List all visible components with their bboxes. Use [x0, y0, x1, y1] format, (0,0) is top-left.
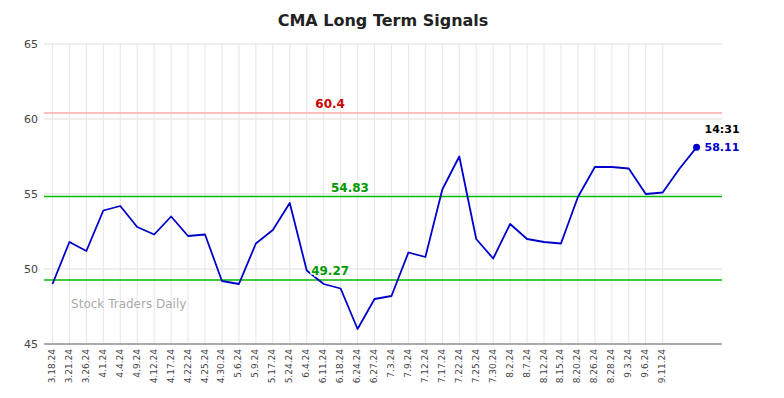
- grid-line-x: [510, 44, 511, 344]
- grid-line-y: [44, 269, 722, 270]
- grid-line-x: [188, 44, 189, 344]
- y-tick-label: 55: [24, 188, 38, 201]
- x-tick-label: 4.9.24: [132, 349, 142, 378]
- x-tick-label: 6.18.24: [335, 349, 345, 384]
- grid-line-x: [323, 44, 324, 344]
- x-tick-label: 9.6.24: [640, 349, 650, 378]
- x-tick-label: 8.28.24: [606, 349, 616, 384]
- grid-line-x: [611, 44, 612, 344]
- x-tick-label: 5.17.24: [267, 349, 277, 384]
- grid-line-x: [425, 44, 426, 344]
- x-tick-label: 6.27.24: [369, 349, 379, 384]
- reference-line: [44, 279, 722, 281]
- grid-line-x: [238, 44, 239, 344]
- grid-line-x: [560, 44, 561, 344]
- x-tick-label: 8.12.24: [539, 349, 549, 384]
- x-tick-label: 8.20.24: [572, 349, 582, 384]
- x-tick-label: 4.1.24: [98, 349, 108, 378]
- x-tick-label: 9.11.24: [657, 349, 667, 384]
- watermark: Stock Traders Daily: [71, 297, 186, 311]
- x-tick-label: 8.2.24: [505, 349, 515, 378]
- grid-line-y: [44, 119, 722, 120]
- x-tick-label: 7.25.24: [471, 349, 481, 384]
- grid-line-x: [408, 44, 409, 344]
- grid-line-x: [69, 44, 70, 344]
- grid-line-x: [594, 44, 595, 344]
- grid-line-x: [544, 44, 545, 344]
- x-tick-label: 8.15.24: [555, 349, 565, 384]
- x-tick-label: 3.21.24: [64, 349, 74, 384]
- x-tick-label: 6.4.24: [301, 349, 311, 378]
- annotation: 58.11: [705, 141, 740, 154]
- x-tick-label: 4.17.24: [166, 349, 176, 384]
- x-tick-label: 7.3.24: [386, 349, 396, 378]
- x-tick-label: 7.17.24: [437, 349, 447, 384]
- grid-line-x: [493, 44, 494, 344]
- y-tick-label: 50: [24, 263, 38, 276]
- x-tick-label: 7.22.24: [454, 349, 464, 384]
- grid-line-x: [272, 44, 273, 344]
- plot-area: [44, 113, 722, 329]
- reference-line-label: 54.83: [331, 181, 369, 195]
- x-tick-label: 3.18.24: [47, 349, 57, 384]
- x-tick-label: 4.25.24: [200, 349, 210, 384]
- y-tick-label: 45: [24, 338, 38, 351]
- grid-line-x: [459, 44, 460, 344]
- x-tick-label: 7.30.24: [488, 349, 498, 384]
- x-tick-label: 4.30.24: [216, 349, 226, 384]
- x-tick-label: 3.26.24: [81, 349, 91, 384]
- grid-line-x: [255, 44, 256, 344]
- x-tick-label: 7.12.24: [420, 349, 430, 384]
- x-tick-label: 6.24.24: [352, 349, 362, 384]
- grid-line-x: [205, 44, 206, 344]
- grid-line-x: [628, 44, 629, 344]
- reference-line: [44, 112, 722, 114]
- price-line: [52, 147, 696, 329]
- grid-line-x: [289, 44, 290, 344]
- x-tick-label: 7.9.24: [403, 349, 413, 378]
- grid-line-x: [662, 44, 663, 344]
- chart: CMA Long Term Signals 45 50 55 60 65 3.18.24 3.…: [0, 0, 784, 398]
- x-tick-label: 8.7.24: [522, 349, 532, 378]
- annotation: 14:31: [705, 123, 740, 136]
- grid-line-x: [527, 44, 528, 344]
- x-axis-line: [44, 343, 722, 344]
- reference-line: [44, 196, 722, 198]
- x-tick-label: 4.12.24: [149, 349, 159, 384]
- x-tick-label: 5.9.24: [250, 349, 260, 378]
- grid-line-x: [391, 44, 392, 344]
- x-tick-label: 4.22.24: [183, 349, 193, 384]
- x-tick-label: 9.3.24: [623, 349, 633, 378]
- grid-line-y: [44, 344, 722, 345]
- grid-line-y: [44, 194, 722, 195]
- last-point: [693, 144, 700, 151]
- reference-line-label: 60.4: [315, 97, 345, 111]
- grid-line-x: [476, 44, 477, 344]
- x-tick-label: 6.11.24: [318, 349, 328, 384]
- x-tick-label: 8.26.24: [589, 349, 599, 384]
- x-tick-label: 5.24.24: [284, 349, 294, 384]
- y-tick-label: 65: [24, 38, 38, 51]
- x-tick-label: 4.4.24: [115, 349, 125, 378]
- grid-line-x: [52, 44, 53, 344]
- title: CMA Long Term Signals: [278, 11, 489, 30]
- x-tick-label: 5.6.24: [233, 349, 243, 378]
- y-tick-label: 60: [24, 113, 38, 126]
- grid-line-x: [306, 44, 307, 344]
- grid: [44, 44, 722, 344]
- grid-line-x: [221, 44, 222, 344]
- reference-line-label: 49.27: [311, 264, 349, 278]
- grid-line-x: [577, 44, 578, 344]
- grid-line-y: [44, 44, 722, 45]
